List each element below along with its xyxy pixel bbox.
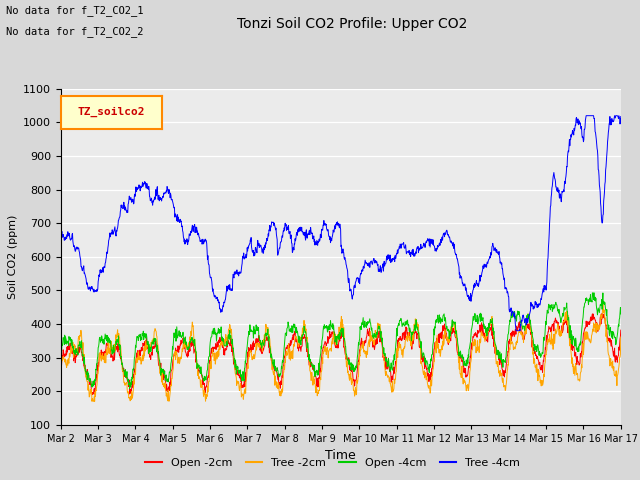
- Open -4cm: [244, 333, 252, 339]
- Tree -4cm: [501, 285, 509, 291]
- Open -2cm: [617, 327, 625, 333]
- Text: No data for f_T2_CO2_1: No data for f_T2_CO2_1: [6, 5, 144, 16]
- Open -2cm: [168, 367, 176, 372]
- Tree -4cm: [512, 328, 520, 334]
- Text: Tonzi Soil CO2 Profile: Upper CO2: Tonzi Soil CO2 Profile: Upper CO2: [237, 17, 467, 31]
- Tree -2cm: [168, 375, 176, 381]
- Open -4cm: [617, 311, 625, 317]
- Tree -4cm: [57, 233, 65, 239]
- Tree -4cm: [428, 240, 435, 246]
- Open -4cm: [428, 352, 436, 358]
- Tree -4cm: [582, 113, 590, 119]
- Open -4cm: [168, 354, 176, 360]
- Open -4cm: [551, 305, 559, 311]
- Open -2cm: [244, 355, 252, 360]
- Tree -4cm: [617, 114, 625, 120]
- Open -4cm: [590, 290, 598, 296]
- Tree -2cm: [57, 369, 65, 374]
- Line: Open -2cm: Open -2cm: [61, 314, 621, 395]
- Tree -4cm: [244, 244, 252, 250]
- Open -4cm: [501, 360, 509, 365]
- Open -2cm: [428, 366, 436, 372]
- Open -2cm: [57, 365, 65, 371]
- Open -2cm: [182, 349, 189, 355]
- Legend: Open -2cm, Tree -2cm, Open -4cm, Tree -4cm: Open -2cm, Tree -2cm, Open -4cm, Tree -4…: [141, 453, 525, 472]
- Line: Tree -4cm: Tree -4cm: [61, 116, 621, 331]
- Tree -2cm: [599, 301, 607, 307]
- Tree -2cm: [428, 372, 436, 378]
- Open -4cm: [126, 385, 134, 391]
- Y-axis label: Soil CO2 (ppm): Soil CO2 (ppm): [8, 215, 17, 299]
- Tree -4cm: [168, 197, 175, 203]
- Line: Open -4cm: Open -4cm: [61, 293, 621, 388]
- Tree -2cm: [182, 339, 189, 345]
- Tree -4cm: [182, 238, 189, 243]
- Line: Tree -2cm: Tree -2cm: [61, 304, 621, 401]
- Tree -2cm: [501, 387, 509, 393]
- Open -2cm: [88, 392, 96, 397]
- Open -2cm: [551, 319, 559, 324]
- Open -2cm: [501, 370, 509, 375]
- Tree -2cm: [88, 398, 96, 404]
- Tree -2cm: [244, 354, 252, 360]
- X-axis label: Time: Time: [325, 449, 356, 462]
- Tree -2cm: [617, 334, 625, 340]
- Tree -2cm: [551, 340, 559, 346]
- Tree -4cm: [551, 176, 559, 181]
- Open -4cm: [182, 341, 189, 347]
- Open -4cm: [57, 352, 65, 358]
- Open -2cm: [589, 311, 596, 317]
- Text: No data for f_T2_CO2_2: No data for f_T2_CO2_2: [6, 26, 144, 37]
